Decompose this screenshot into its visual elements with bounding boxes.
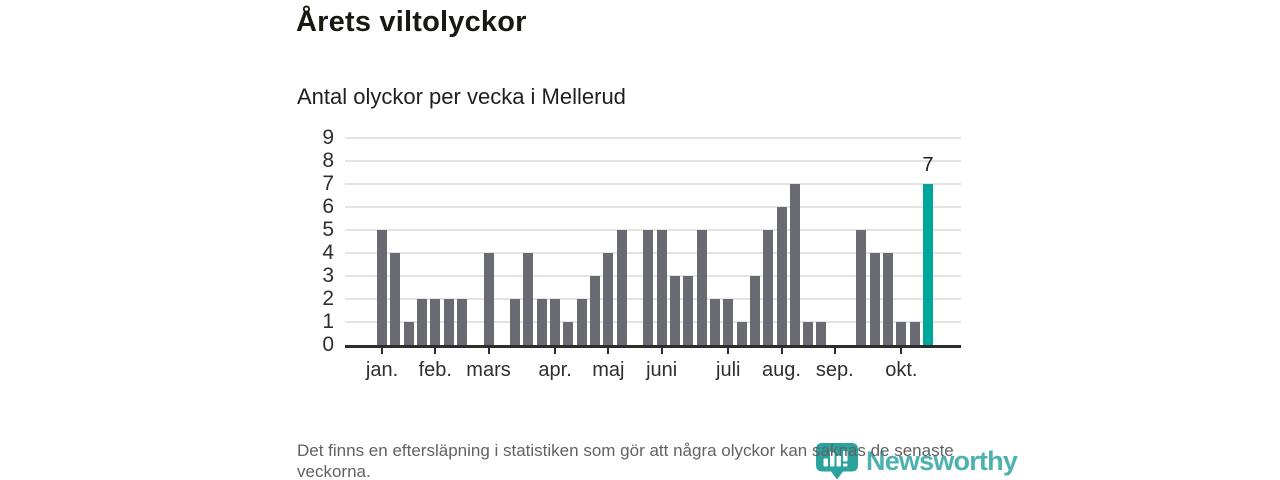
bar-week-3 <box>403 322 414 345</box>
x-tick-sep <box>833 348 836 354</box>
gridline-9 <box>345 137 961 139</box>
bar-week-33 <box>803 322 814 345</box>
bar-week-41 <box>909 322 920 345</box>
bar-week-15 <box>563 322 574 345</box>
bar-week-2 <box>390 253 401 345</box>
bar-week-5 <box>430 299 441 345</box>
bar-week-27 <box>723 299 734 345</box>
bar-week-1 <box>377 230 387 345</box>
newsworthy-bar-chart-pin-icon <box>816 443 858 480</box>
y-axis-label-8: 8 <box>322 149 334 172</box>
bar-week-38 <box>869 253 880 345</box>
bar-week-25 <box>696 230 707 345</box>
bar-week-23 <box>669 276 680 345</box>
bar-week-17 <box>590 276 601 345</box>
gridline-8 <box>345 160 961 162</box>
bar-week-7 <box>456 299 467 345</box>
bar-week-37 <box>856 230 867 345</box>
bar-week-29 <box>749 276 760 345</box>
x-tick-okt <box>900 348 903 354</box>
x-axis-label-mars: mars <box>466 359 511 381</box>
y-axis-label-4: 4 <box>322 241 334 264</box>
bar-week-31 <box>776 207 787 345</box>
bar-week-32 <box>789 184 800 345</box>
bar-week-6 <box>443 299 454 345</box>
bar-week-39 <box>883 253 894 345</box>
x-tick-feb <box>434 348 437 354</box>
bar-week-24 <box>683 276 694 345</box>
bar-week-26 <box>709 299 720 345</box>
x-axis-label-juni: juni <box>646 359 678 381</box>
bar-week-42 <box>922 184 933 345</box>
bar-week-9 <box>483 253 494 345</box>
bar-week-28 <box>736 322 747 345</box>
gridline-6 <box>345 206 961 208</box>
y-axis-label-6: 6 <box>322 195 334 218</box>
y-axis-label-5: 5 <box>322 218 334 241</box>
bar-week-11 <box>510 299 521 345</box>
bar-week-14 <box>550 299 561 345</box>
bar-week-34 <box>816 322 827 345</box>
y-axis-label-0: 0 <box>322 333 334 356</box>
gridline-7 <box>345 183 961 185</box>
bar-week-40 <box>896 322 907 345</box>
newsworthy-logo: Newsworthy <box>815 442 1018 480</box>
bar-week-19 <box>616 230 627 345</box>
x-axis-label-feb: feb. <box>418 359 452 381</box>
x-tick-juni <box>660 348 663 354</box>
chart-subtitle: Antal olyckor per vecka i Mellerud <box>297 84 626 109</box>
newsworthy-wordmark: Newsworthy <box>866 446 1018 476</box>
bar-week-22 <box>656 230 667 345</box>
highlight-value-label: 7 <box>922 154 934 176</box>
x-tick-maj <box>607 348 610 354</box>
chart-title: Årets viltolyckor <box>296 6 527 38</box>
bar-week-12 <box>523 253 534 345</box>
footnote: Det finns en eftersläpning i statistiken… <box>297 441 954 480</box>
x-axis-label-maj: maj <box>592 359 625 381</box>
y-axis-label-9: 9 <box>322 126 334 149</box>
x-tick-aug <box>780 348 783 354</box>
x-axis-label-jan: jan. <box>365 359 399 381</box>
x-axis-label-okt: okt. <box>885 359 918 381</box>
bar-week-30 <box>763 230 774 345</box>
x-tick-mars <box>487 348 490 354</box>
bar-week-4 <box>416 299 427 345</box>
bar-week-18 <box>603 253 614 345</box>
bar-week-21 <box>643 230 654 345</box>
bar-week-16 <box>576 299 587 345</box>
y-axis-label-3: 3 <box>322 264 334 287</box>
x-axis-label-aug: aug. <box>762 359 801 381</box>
x-axis-label-juli: juli <box>716 359 741 381</box>
x-tick-jan <box>381 348 383 354</box>
y-axis-label-2: 2 <box>322 287 334 310</box>
x-tick-apr <box>554 348 557 354</box>
y-axis-label-1: 1 <box>322 310 334 333</box>
x-tick-juli <box>727 348 730 354</box>
x-axis-label-apr: apr. <box>538 359 572 381</box>
bar-week-13 <box>536 299 547 345</box>
y-axis-label-7: 7 <box>322 172 334 195</box>
x-axis-label-sep: sep. <box>815 359 854 381</box>
